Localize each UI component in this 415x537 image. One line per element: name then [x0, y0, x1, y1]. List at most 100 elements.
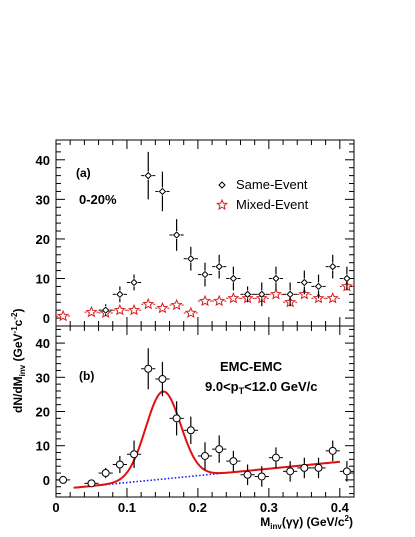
data-marker — [269, 288, 282, 300]
data-marker — [300, 463, 309, 472]
data-marker — [229, 274, 238, 283]
data-point — [126, 440, 142, 468]
panel-a-y-tick-labels: 0 10 20 30 40 — [36, 153, 50, 326]
data-marker — [201, 451, 209, 460]
y-tick-label: 10 — [36, 272, 50, 287]
data-marker — [271, 453, 280, 462]
data-point — [197, 294, 213, 307]
y-tick-label: 40 — [36, 153, 50, 168]
data-marker — [85, 305, 98, 318]
x-axis-title: Minv(γγ) (GeV/c2) — [260, 514, 353, 531]
data-point — [268, 266, 284, 291]
panel-b-fit-curves — [73, 390, 340, 489]
data-point — [155, 171, 170, 212]
data-marker — [257, 472, 266, 481]
data-point — [112, 286, 127, 303]
panel-b-ticks — [56, 326, 354, 497]
data-point — [112, 455, 127, 474]
data-marker — [170, 298, 183, 311]
data-marker — [198, 294, 212, 307]
x-tick-labels: 0 0.1 0.2 0.3 0.4 — [52, 500, 349, 515]
panel-b-y-tick-labels: 0 10 20 30 40 — [36, 336, 50, 488]
data-point — [155, 301, 170, 314]
data-marker — [201, 270, 209, 279]
panel-a-label: (a) — [76, 166, 91, 180]
x-tick-label: 0.3 — [260, 500, 278, 515]
panel-a-data-marks — [56, 151, 354, 322]
y-tick-label: 30 — [36, 192, 50, 207]
data-point — [197, 442, 213, 470]
background-line — [73, 460, 340, 489]
data-point — [240, 464, 255, 486]
data-marker — [158, 375, 167, 384]
data-point — [297, 270, 312, 295]
data-point — [98, 467, 113, 479]
data-point — [311, 457, 326, 479]
x-tick-label: 0.4 — [331, 500, 350, 515]
data-point — [268, 447, 284, 468]
y-axis-title: dN/dMinv (GeV-1c-2) — [10, 309, 27, 414]
y-tick-label: 20 — [36, 232, 50, 247]
data-point — [240, 286, 255, 303]
data-marker — [215, 262, 223, 271]
legend: Same-Event Mixed-Event — [216, 177, 309, 212]
data-marker — [172, 231, 181, 239]
panel-b-pt-range: 9.0<pT<12.0 GeV/c — [205, 379, 317, 396]
data-point — [226, 450, 241, 472]
panel-b-data-marks — [56, 348, 354, 488]
data-point — [339, 461, 354, 482]
y-tick-label: 30 — [36, 370, 50, 385]
data-point — [183, 246, 198, 271]
data-marker — [144, 171, 152, 180]
data-marker — [286, 467, 295, 476]
x-tick-label: 0.2 — [189, 500, 207, 515]
data-point — [325, 254, 340, 279]
data-marker — [300, 278, 309, 287]
y-tick-label: 40 — [36, 336, 50, 351]
data-marker — [272, 274, 280, 283]
data-point — [183, 416, 198, 444]
data-point — [212, 294, 227, 307]
legend-marker — [218, 181, 226, 189]
data-marker — [101, 469, 110, 478]
data-marker — [343, 274, 351, 283]
panel-b-label: (b) — [79, 369, 94, 383]
data-marker — [186, 426, 195, 435]
data-point — [98, 304, 113, 317]
data-marker — [286, 290, 294, 299]
y-tick-label: 20 — [36, 405, 50, 420]
data-marker — [328, 446, 337, 455]
data-point — [226, 291, 241, 304]
data-point — [84, 305, 99, 318]
data-marker — [227, 291, 240, 304]
panel-a-ticks — [56, 140, 354, 326]
data-point — [155, 361, 170, 397]
data-marker — [258, 290, 266, 299]
data-marker — [229, 457, 238, 466]
data-marker — [184, 306, 197, 319]
data-point — [325, 440, 340, 462]
panel-a-centrality: 0-20% — [79, 192, 117, 207]
fit-curve — [73, 390, 340, 489]
data-marker — [144, 364, 153, 373]
data-marker — [314, 463, 323, 472]
data-point — [169, 401, 184, 436]
data-marker — [158, 187, 167, 196]
data-marker — [87, 479, 96, 488]
data-point — [325, 291, 340, 304]
y-tick-label: 0 — [43, 473, 50, 488]
data-point — [268, 288, 284, 300]
data-point — [56, 309, 71, 322]
data-marker — [314, 282, 323, 291]
data-marker — [130, 450, 139, 459]
data-point — [339, 266, 354, 291]
data-point — [141, 297, 156, 310]
data-point — [169, 298, 184, 311]
panel-b-detector: EMC-EMC — [220, 359, 283, 374]
data-marker — [172, 414, 181, 423]
data-marker — [113, 303, 126, 316]
data-marker — [130, 278, 138, 287]
data-point — [212, 435, 227, 463]
data-marker — [116, 290, 124, 299]
data-marker — [187, 255, 195, 263]
